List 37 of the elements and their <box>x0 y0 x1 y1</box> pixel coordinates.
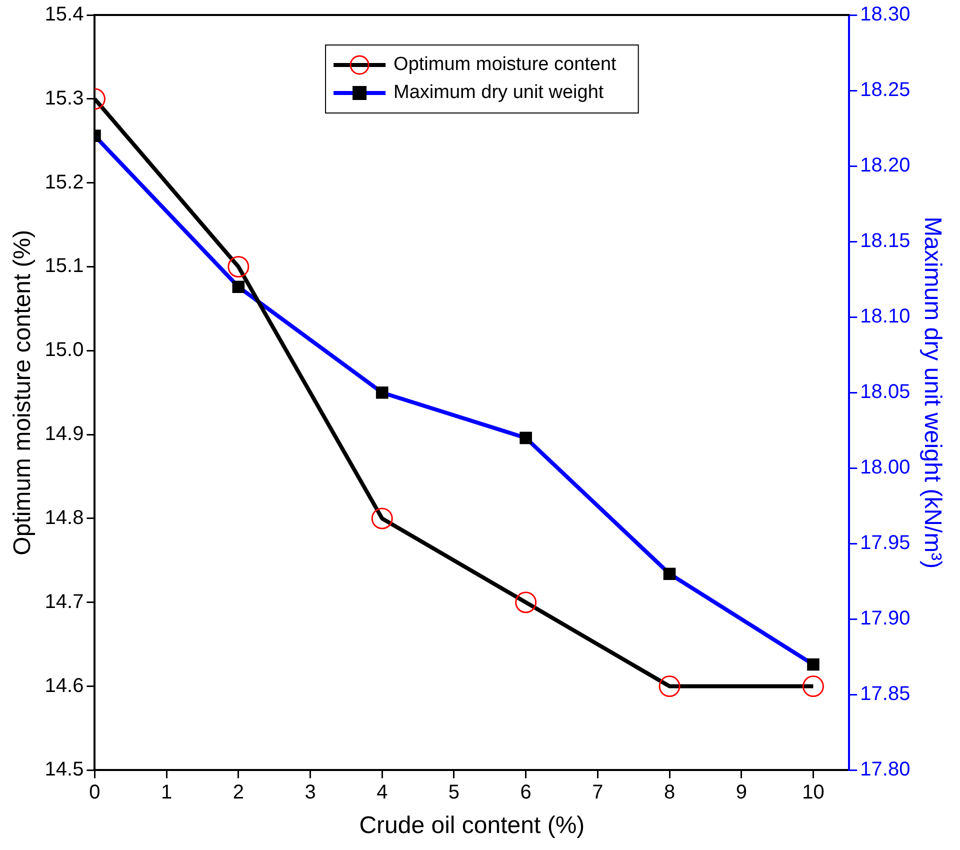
x-tick-label: 0 <box>89 782 100 804</box>
x-tick-label: 5 <box>448 782 460 804</box>
y2-tick-label: 18.00 <box>860 456 910 479</box>
y-tick-label: 15.1 <box>44 255 84 278</box>
y2-tick-label: 17.95 <box>860 532 910 554</box>
y2-tick-label: 17.85 <box>860 683 910 706</box>
x-tick-label: 1 <box>161 782 172 804</box>
y-tick-label: 14.6 <box>44 674 84 697</box>
x-tick-label: 10 <box>802 782 824 804</box>
y-tick-label: 14.7 <box>44 590 84 613</box>
y-tick-label: 14.8 <box>44 506 84 529</box>
legend-label: Maximum dry unit weight <box>394 82 604 104</box>
y2-tick-label: 17.90 <box>860 608 910 630</box>
y2-tick-label: 18.25 <box>860 79 910 102</box>
x-tick-label: 6 <box>520 782 532 804</box>
y2-tick-label: 18.05 <box>860 381 910 404</box>
x-tick-label: 8 <box>664 782 676 804</box>
x-tick-label: 3 <box>304 782 316 804</box>
y-tick-label: 15.3 <box>44 87 84 110</box>
y2-tick-label: 18.20 <box>860 154 910 177</box>
y2-tick-label: 18.10 <box>860 306 910 328</box>
x-axis-title: Crude oil content (%) <box>359 812 585 840</box>
y-axis-title: Optimum moisture content (%) <box>9 230 36 556</box>
y2-tick-label: 18.30 <box>860 4 910 26</box>
y2-axis-title: Maximum dry unit weight (kN/m³) <box>918 216 946 569</box>
y-tick-label: 14.9 <box>44 423 84 446</box>
y-tick-label: 15.0 <box>44 339 84 362</box>
x-tick-label: 7 <box>592 782 604 804</box>
y2-tick-label: 17.80 <box>860 758 910 781</box>
x-tick-label: 4 <box>376 782 388 804</box>
y-tick-label: 15.4 <box>44 4 84 26</box>
x-tick-label: 9 <box>736 782 747 804</box>
y-tick-label: 14.5 <box>44 758 84 781</box>
y2-tick-label: 18.15 <box>860 230 910 252</box>
x-tick-label: 2 <box>232 782 244 804</box>
y-tick-label: 15.2 <box>44 171 84 194</box>
legend-label: Optimum moisture content <box>394 54 618 76</box>
